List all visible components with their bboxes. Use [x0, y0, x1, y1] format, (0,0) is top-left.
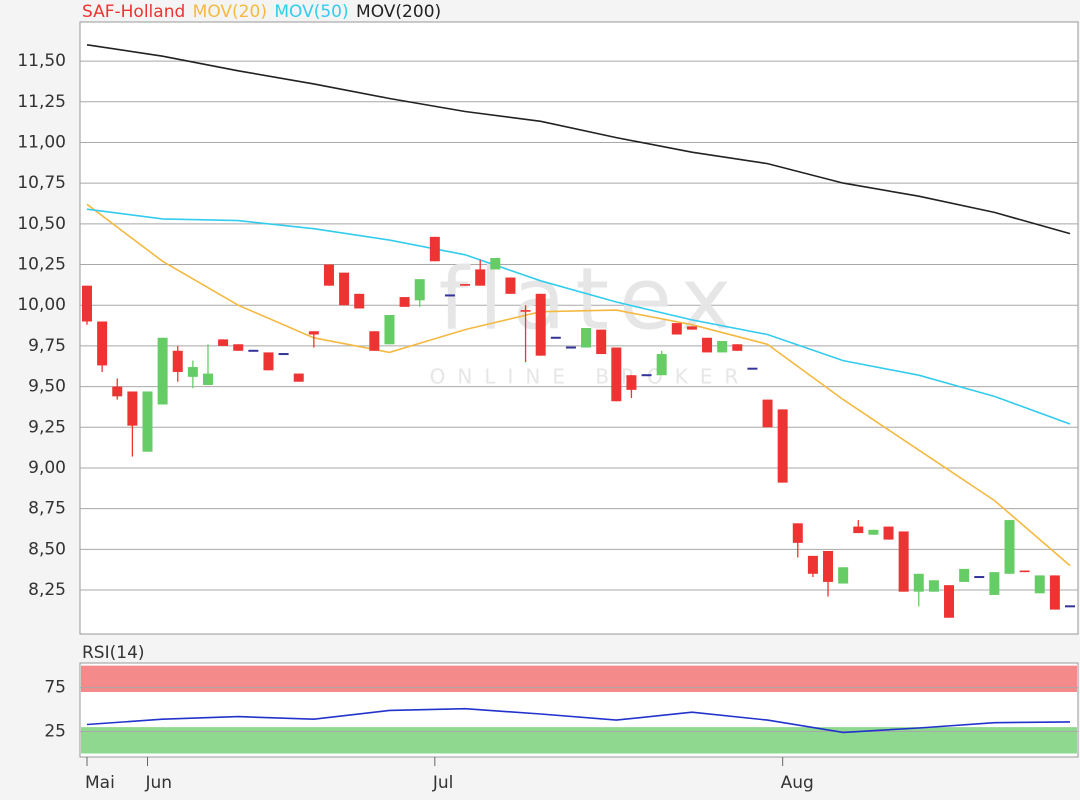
candle-body	[112, 386, 123, 397]
y-tick-label: 9,50	[28, 377, 66, 397]
candle-body	[218, 339, 229, 346]
candle-body	[1019, 570, 1030, 573]
line-series	[86, 208, 1071, 425]
watermark-subtitle: ONLINE BROKER	[430, 365, 751, 389]
y-tick-label: 10,00	[17, 295, 66, 315]
candle-body	[717, 341, 728, 353]
candle-body	[490, 258, 501, 270]
candle-body	[97, 321, 108, 366]
candle-body	[157, 337, 168, 405]
candle-body	[596, 329, 607, 355]
candle-body	[838, 567, 849, 584]
candle-body	[959, 568, 970, 582]
candle-body	[414, 279, 425, 301]
y-tick-label: 11,25	[17, 92, 66, 112]
y-tick-label: 8,75	[28, 499, 66, 519]
candle-body	[460, 284, 471, 286]
candle-body	[127, 391, 138, 426]
line-series	[86, 44, 1071, 235]
candle-body	[626, 375, 637, 390]
candle-body	[369, 331, 380, 351]
candle-body	[520, 310, 531, 312]
x-tick-label: Aug	[781, 773, 814, 793]
y-tick-label: 9,25	[28, 417, 66, 437]
candle-body	[656, 354, 667, 376]
candle-body	[399, 297, 410, 307]
candle-body	[853, 526, 864, 534]
candle-body	[581, 328, 592, 348]
candle-body	[762, 399, 773, 428]
candle-body	[354, 293, 365, 309]
y-tick-label: 10,25	[17, 255, 66, 275]
legend-entry: MOV(20)	[193, 2, 267, 22]
y-tick-label: 11,50	[17, 51, 66, 71]
candle-body	[172, 350, 183, 372]
x-tick-label: Mai	[85, 773, 115, 793]
line-series	[86, 203, 1071, 567]
candle-body	[187, 367, 198, 377]
candle-body	[868, 529, 879, 535]
y-tick-label: 10,50	[17, 214, 66, 234]
candle-body	[702, 337, 713, 353]
candle-body	[384, 314, 395, 345]
candle-body	[535, 293, 546, 356]
y-tick-label: 8,25	[28, 580, 66, 600]
candle-body	[233, 344, 244, 351]
candle-body	[339, 272, 350, 306]
y-tick-label: 9,00	[28, 458, 66, 478]
price-panel	[79, 21, 1079, 635]
candle-body	[611, 347, 622, 402]
candle-body	[883, 526, 894, 540]
candle-body	[82, 285, 92, 322]
candle-body	[898, 531, 909, 592]
candle-body	[1049, 575, 1060, 610]
candle-body	[732, 344, 743, 351]
candle-body	[263, 352, 274, 371]
y-tick-label: 10,75	[17, 173, 66, 193]
candle-body	[777, 409, 788, 483]
candle-body	[142, 391, 153, 452]
candle-body	[913, 573, 924, 592]
candle-body	[944, 585, 955, 618]
candle-body	[429, 236, 440, 262]
candle-body	[989, 572, 1000, 595]
y-tick-label: 8,50	[28, 539, 66, 559]
candle-body	[823, 550, 834, 582]
candle-body	[202, 373, 213, 385]
candle-body	[928, 580, 939, 592]
candle-body	[1034, 575, 1045, 594]
candle-body	[807, 555, 818, 574]
x-tick-label: Jul	[432, 773, 454, 793]
candle-body	[505, 277, 516, 294]
y-tick-label: 75	[44, 678, 66, 698]
legend-symbol: SAF-Holland	[82, 2, 185, 22]
candle-body	[686, 326, 697, 330]
candle-body	[671, 323, 682, 335]
x-tick-label: Jun	[144, 773, 172, 793]
legend: SAF-Holland MOV(20) MOV(50) MOV(200)	[82, 2, 441, 22]
candle-body	[475, 269, 486, 286]
candle-body	[308, 331, 319, 335]
y-tick-label: 9,75	[28, 336, 66, 356]
y-tick-label: 25	[44, 722, 66, 742]
candle-body	[1004, 520, 1015, 574]
candle-body	[293, 373, 304, 382]
candle-body	[792, 523, 803, 543]
rsi-legend: RSI(14)	[82, 643, 145, 663]
candle-body	[323, 264, 334, 286]
line-series	[86, 707, 1071, 734]
legend-entry: MOV(50)	[274, 2, 348, 22]
legend-entry: MOV(200)	[356, 2, 441, 22]
y-tick-label: 11,00	[17, 132, 66, 152]
